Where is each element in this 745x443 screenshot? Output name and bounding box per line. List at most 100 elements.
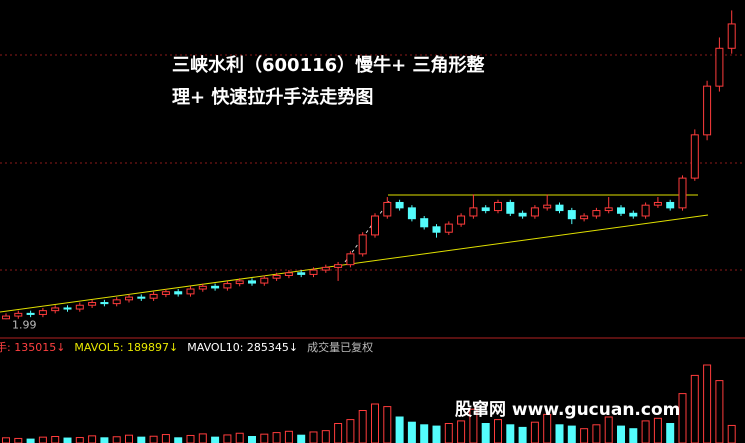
candle-body — [112, 299, 121, 305]
candle-body — [395, 201, 404, 209]
candle-body — [444, 223, 453, 233]
candle-body — [334, 264, 343, 268]
volume-bar — [51, 436, 60, 443]
volume-bar — [420, 424, 429, 443]
volume-bar — [617, 425, 625, 443]
candle-body — [235, 280, 244, 285]
volume-bar — [211, 436, 220, 443]
volume-bar — [223, 434, 232, 443]
candle-body — [75, 304, 84, 310]
candle-body — [321, 266, 330, 271]
volume-bar — [592, 424, 601, 443]
title-line: 理+ 快速拉升手法走势图 — [172, 86, 373, 108]
candle-body — [383, 201, 392, 217]
volume-bar — [703, 364, 712, 443]
candle-body — [2, 315, 10, 320]
volume-bar — [284, 430, 293, 443]
volume-bar — [248, 436, 256, 443]
volume-legend: 手: 135015↓ — [0, 340, 65, 354]
candle-body — [469, 207, 478, 217]
volume-bar — [346, 419, 355, 443]
volume-bar — [125, 434, 133, 443]
volume-bar — [161, 434, 170, 443]
volume-bar — [383, 406, 392, 443]
candle-body — [690, 134, 699, 179]
volume-bar — [580, 428, 589, 443]
candle-body — [617, 207, 625, 214]
low-label: 1.99 — [12, 318, 37, 331]
volume-bar — [14, 437, 23, 443]
candle-body — [703, 85, 712, 136]
volume-bar — [494, 419, 502, 443]
candle-body — [309, 269, 318, 275]
candle-body — [555, 204, 564, 212]
volume-bar — [2, 437, 10, 443]
volume-bar — [469, 408, 478, 443]
volume-bar — [100, 437, 109, 443]
candle-body — [530, 207, 539, 217]
candle-body — [248, 280, 256, 284]
candle-body — [186, 288, 195, 295]
volume-bar — [641, 420, 650, 443]
title-line: 三峡水利（600116）慢牛+ 三角形整 — [172, 54, 485, 76]
candle-body — [346, 253, 355, 266]
volume-bar — [321, 430, 330, 443]
candle-body — [727, 23, 736, 49]
candle-body — [223, 283, 232, 289]
candle-body — [580, 215, 589, 220]
candle-body — [407, 207, 416, 220]
candle-body — [653, 201, 662, 206]
watermark: 股窜网 www.gucuan.com — [455, 399, 680, 420]
candle-body — [678, 177, 687, 209]
volume-legend: MAVOL5: 189897↓ — [74, 341, 178, 354]
volume-bar — [481, 423, 490, 443]
volume-bar — [235, 432, 244, 443]
candle-body — [604, 207, 613, 212]
candle-body — [358, 234, 367, 255]
volume-bar — [198, 433, 207, 443]
volume-legend: MAVOL10: 285345↓ — [187, 341, 298, 354]
volume-bar — [260, 433, 269, 443]
volume-bar — [555, 424, 564, 443]
candle-body — [506, 201, 515, 214]
volume-bar — [272, 432, 281, 443]
candle-body — [641, 204, 650, 217]
volume-bar — [518, 426, 527, 443]
volume-bar — [26, 438, 35, 443]
volume-bar — [727, 424, 736, 443]
candle-body — [715, 47, 724, 87]
candle-body — [592, 210, 601, 217]
volume-bar — [297, 434, 306, 443]
candle-body — [260, 277, 269, 284]
candle-body — [38, 310, 47, 315]
candle-body — [518, 212, 527, 217]
candle-body — [371, 215, 379, 236]
candle-body — [14, 312, 23, 317]
candle-body — [125, 296, 133, 301]
candle-body — [567, 210, 576, 220]
volume-bar — [629, 428, 638, 443]
candle-body — [51, 307, 60, 312]
candle-body — [137, 296, 146, 299]
volume-bar — [666, 423, 675, 443]
volume-bar — [395, 416, 404, 443]
volume-bar — [444, 423, 453, 443]
volume-bar — [149, 435, 158, 443]
volume-bar — [567, 425, 576, 443]
candle-body — [211, 285, 220, 289]
volume-bar — [88, 435, 97, 443]
volume-bar — [530, 421, 539, 443]
candle-body — [481, 207, 490, 212]
candle-body — [100, 302, 109, 305]
volume-bar — [371, 403, 379, 443]
volume-bar — [186, 434, 195, 443]
candle-body — [26, 312, 35, 315]
volume-bar — [690, 374, 699, 443]
candle-body — [297, 272, 306, 275]
candle-body — [63, 307, 72, 310]
candle-body — [629, 212, 638, 217]
candle-body — [174, 291, 183, 295]
volume-bar — [63, 437, 72, 443]
volume-bar — [678, 393, 687, 443]
